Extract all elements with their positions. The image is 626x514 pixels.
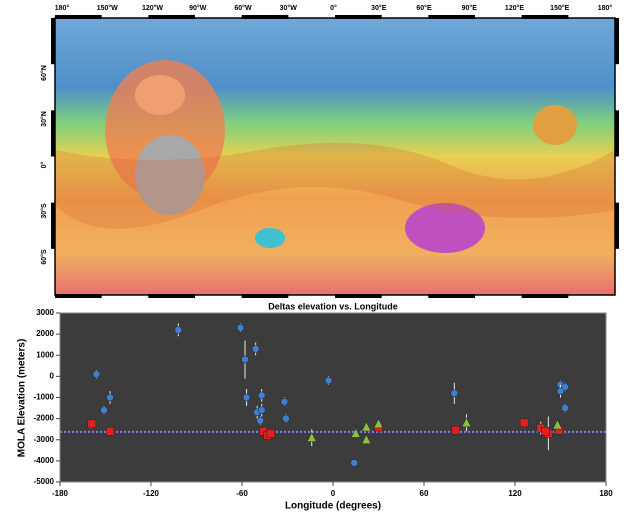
longitude-label: 60°E	[416, 4, 432, 12]
point	[243, 394, 250, 401]
map	[51, 15, 619, 298]
point	[175, 326, 182, 333]
point	[237, 324, 244, 331]
longitude-label: 0°	[330, 4, 337, 12]
longitude-label: 90°E	[462, 4, 478, 12]
y-tick-label: -5000	[34, 477, 55, 486]
argyre	[255, 228, 285, 248]
longitude-label: 150°W	[97, 4, 118, 12]
latitude-label: 0°	[40, 161, 48, 168]
x-tick-label: -60	[236, 489, 248, 498]
frame-bar	[242, 15, 289, 19]
frame-bar	[148, 15, 195, 19]
frame-bar	[615, 18, 619, 64]
x-tick-label: -180	[52, 489, 69, 498]
y-tick-label: 2000	[36, 329, 54, 338]
chart-title: Deltas elevation vs. Longitude	[268, 301, 398, 311]
frame-bar	[522, 294, 569, 298]
point	[93, 371, 100, 378]
frame-bar	[55, 15, 102, 19]
latitude-label: 60°S	[40, 249, 48, 265]
latitude-label: 60°N	[40, 65, 48, 81]
elysium	[533, 105, 577, 145]
point	[451, 390, 458, 397]
point	[252, 345, 259, 352]
point	[557, 388, 564, 395]
y-tick-label: 3000	[36, 308, 54, 317]
longitude-label: 150°E	[550, 4, 569, 12]
longitude-label: 180°	[55, 4, 70, 12]
point	[242, 356, 249, 363]
latitude-label: 30°N	[40, 111, 48, 127]
point	[562, 405, 569, 412]
frame-bar	[51, 18, 55, 64]
y-tick-label: -4000	[34, 456, 55, 465]
latitude-label: 30°S	[40, 203, 48, 219]
frame-bar	[335, 15, 382, 19]
point	[107, 394, 114, 401]
point	[541, 427, 549, 435]
point	[267, 429, 275, 437]
point	[281, 398, 288, 405]
longitude-label: 90°W	[189, 4, 207, 12]
point	[88, 420, 96, 428]
point	[520, 419, 528, 427]
plot-area	[60, 313, 606, 482]
point	[351, 459, 358, 466]
point	[325, 377, 332, 384]
y-axis-label: MOLA Elevation (meters)	[17, 339, 28, 458]
x-axis-label: Longitude (degrees)	[285, 501, 381, 512]
y-tick-label: -3000	[34, 435, 55, 444]
longitude-label: 30°E	[371, 4, 387, 12]
frame-bar	[335, 294, 382, 298]
frame-bar	[428, 294, 475, 298]
longitude-label: 30°W	[280, 4, 298, 12]
longitude-label: 60°W	[234, 4, 252, 12]
y-tick-label: -2000	[34, 414, 55, 423]
frame-bar	[51, 110, 55, 156]
x-tick-label: 0	[331, 489, 336, 498]
figure: Deltas elevation vs. Longitude MOLA Elev…	[0, 0, 626, 514]
longitude-label: 120°E	[505, 4, 524, 12]
point	[257, 417, 264, 424]
point	[282, 415, 289, 422]
y-tick-label: 0	[50, 371, 55, 380]
point	[258, 407, 265, 414]
x-tick-label: -120	[143, 489, 160, 498]
x-tick-label: 60	[420, 489, 429, 498]
olympus	[135, 75, 185, 115]
point	[106, 427, 114, 435]
frame-bar	[615, 203, 619, 249]
point	[452, 426, 460, 434]
y-tick-label: 1000	[36, 350, 54, 359]
frame-bar	[148, 294, 195, 298]
frame-bar	[51, 203, 55, 249]
frame-bar	[615, 110, 619, 156]
point	[258, 392, 265, 399]
frame-bar	[522, 15, 569, 19]
frame-bar	[242, 294, 289, 298]
frame-bar	[428, 15, 475, 19]
longitude-label: 120°W	[142, 4, 163, 12]
point	[100, 407, 107, 414]
y-tick-label: -1000	[34, 393, 55, 402]
x-tick-label: 180	[599, 489, 613, 498]
x-tick-label: 120	[508, 489, 522, 498]
longitude-label: 180°	[598, 4, 613, 12]
frame-bar	[55, 294, 102, 298]
